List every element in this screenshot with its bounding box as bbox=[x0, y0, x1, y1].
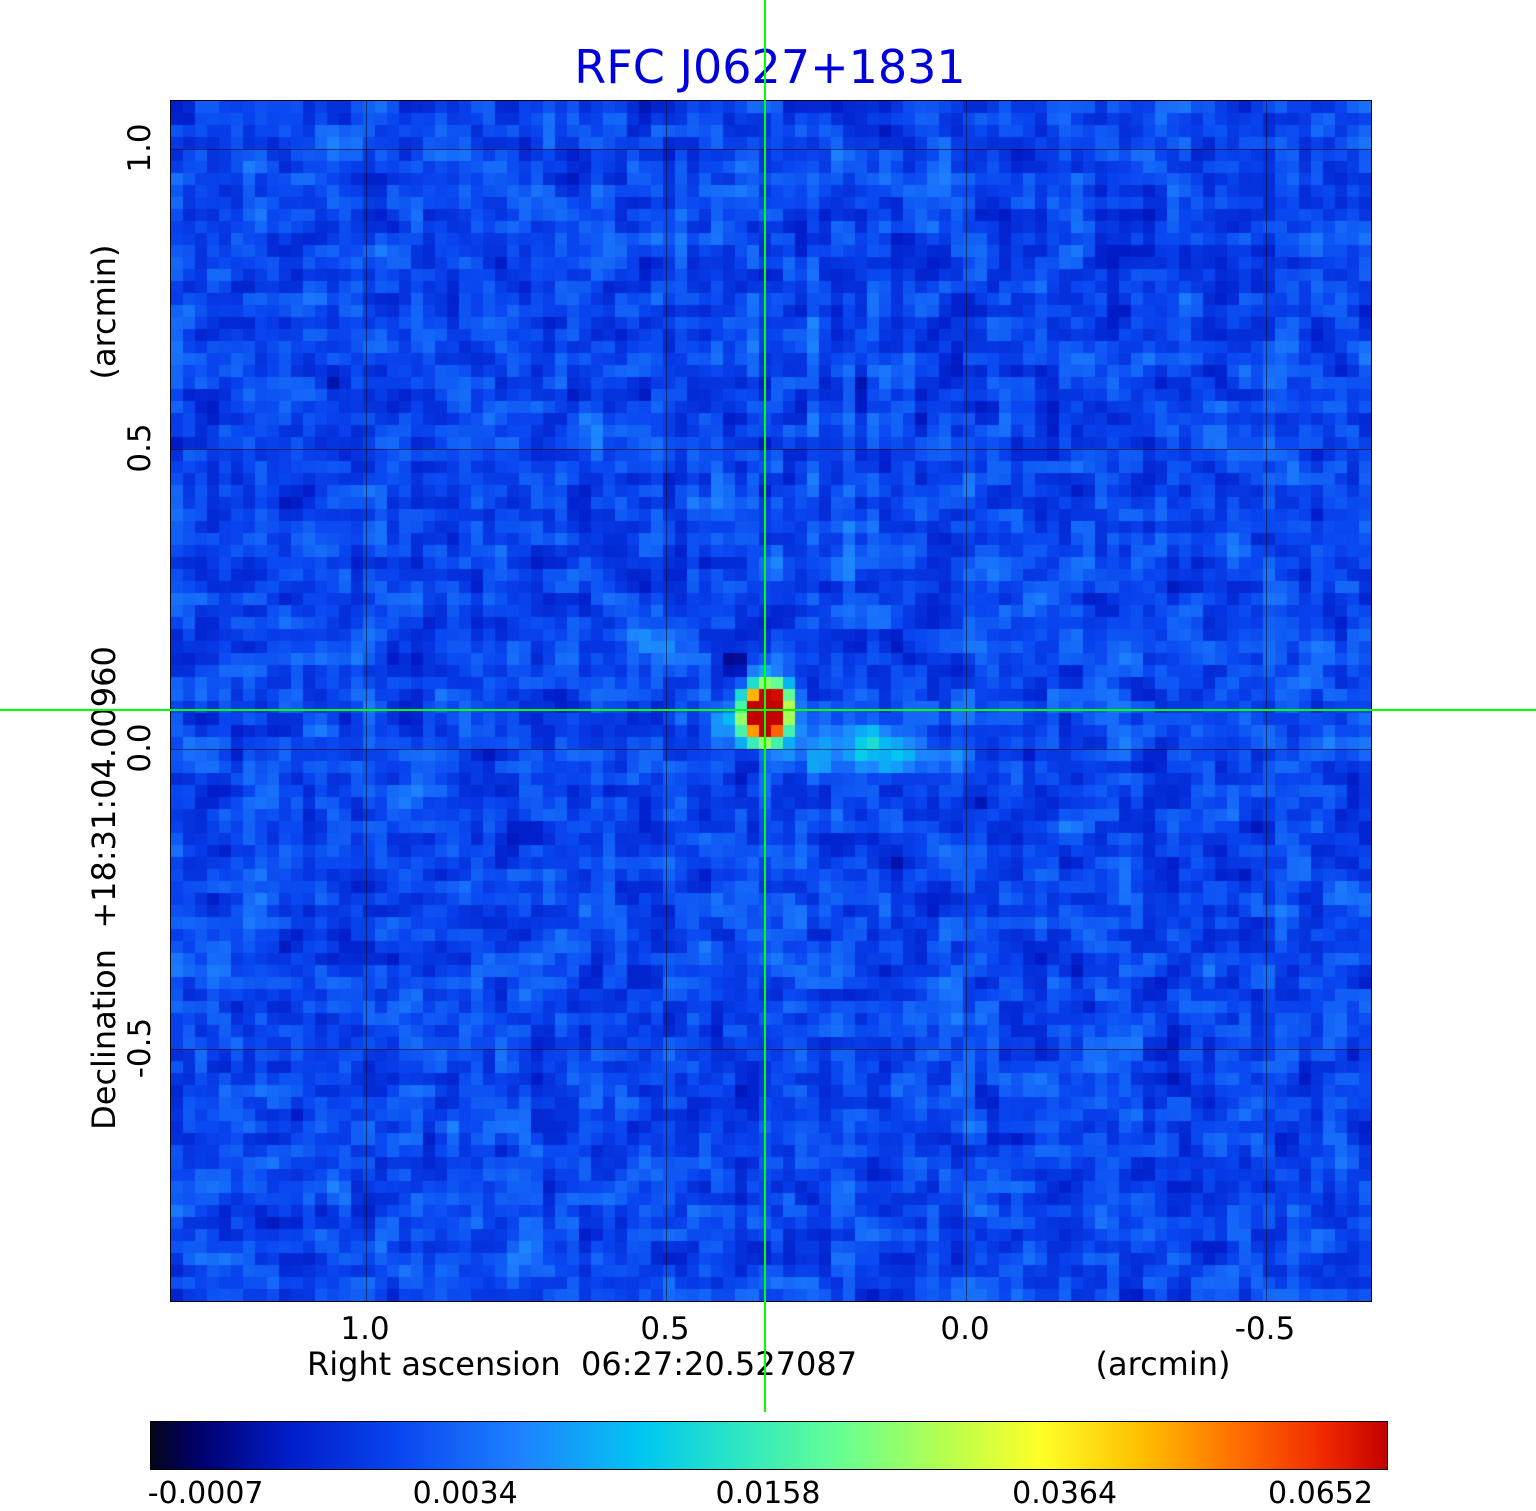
y-axis-unit-label: (arcmin) bbox=[85, 244, 123, 380]
x-tick-label: 0.0 bbox=[940, 1311, 990, 1347]
colorbar-tick-label: 0.0652 bbox=[1267, 1476, 1373, 1511]
y-tick-label: 1.0 bbox=[122, 123, 158, 173]
y-axis-label: Declination +18:31:04.00960 bbox=[85, 646, 123, 1130]
y-tick-label: 0.0 bbox=[122, 723, 158, 773]
x-tick-label: -0.5 bbox=[1234, 1311, 1296, 1347]
x-tick-label: 0.5 bbox=[640, 1311, 690, 1347]
x-tick-label: 1.0 bbox=[340, 1311, 390, 1347]
y-tick-label: 0.5 bbox=[122, 423, 158, 473]
grid-line-vertical bbox=[666, 101, 667, 1301]
colorbar-tick-label: 0.0158 bbox=[715, 1476, 821, 1511]
y-tick-label: -0.5 bbox=[122, 1017, 158, 1079]
x-axis-unit-label: (arcmin) bbox=[1095, 1345, 1231, 1383]
colorbar-tick-label: 0.0034 bbox=[412, 1476, 518, 1511]
grid-line-horizontal bbox=[171, 449, 1371, 450]
plot-title: RFC J0627+1831 bbox=[574, 40, 966, 94]
grid-line-vertical bbox=[1266, 101, 1267, 1301]
x-axis-label: Right ascension 06:27:20.527087 bbox=[306, 1345, 858, 1383]
grid-line-horizontal bbox=[171, 1049, 1371, 1050]
grid-line-horizontal bbox=[171, 149, 1371, 150]
crosshair-horizontal-line bbox=[0, 709, 1536, 712]
grid-line-vertical bbox=[966, 101, 967, 1301]
colorbar-tick-label: -0.0007 bbox=[147, 1476, 264, 1511]
sky-map-plot bbox=[170, 100, 1372, 1302]
grid-line-vertical bbox=[366, 101, 367, 1301]
colorbar-gradient bbox=[150, 1421, 1388, 1470]
colorbar-tick-label: 0.0364 bbox=[1012, 1476, 1118, 1511]
intensity-map-canvas bbox=[171, 101, 1371, 1301]
crosshair-vertical-line bbox=[764, 0, 767, 1412]
grid-line-horizontal bbox=[171, 749, 1371, 750]
